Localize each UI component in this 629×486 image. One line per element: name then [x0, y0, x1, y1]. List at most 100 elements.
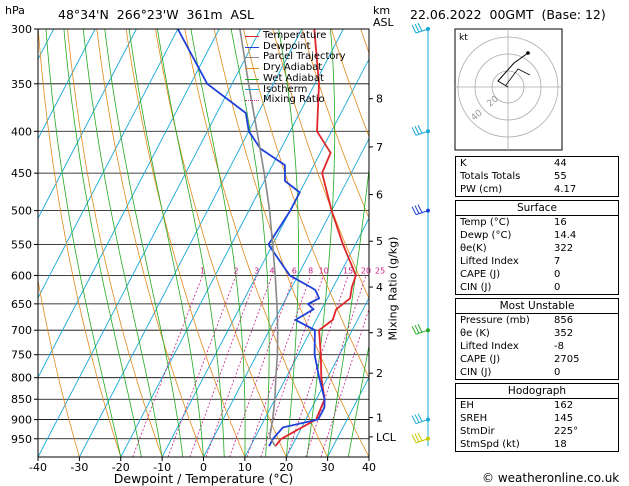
- axes: 1 2 3 4 6 8 10 15 20 2530035040045050055060065070…: [11, 23, 397, 474]
- x-tick-label: 30: [321, 461, 335, 474]
- index-label: Temp (°C): [460, 217, 510, 228]
- wet-adiabat: [327, 165, 369, 457]
- datetime-title: 22.06.2022 00GMT (Base: 12): [410, 7, 606, 22]
- index-label: StmDir: [460, 426, 495, 437]
- mixing-ratio-label: 6: [292, 266, 297, 275]
- p-tick-label: 700: [11, 324, 32, 337]
- index-label: Lifted Index: [460, 341, 519, 352]
- index-label: K: [460, 158, 467, 169]
- series-parcel-trajectory: [239, 29, 279, 447]
- hodograph-trace: [497, 52, 529, 88]
- index-row: K 44: [456, 157, 618, 170]
- index-row: θe (K) 352: [456, 327, 618, 340]
- index-row: EH 162: [456, 398, 618, 412]
- isotherm: [203, 137, 369, 457]
- index-label: Lifted Index: [460, 256, 519, 267]
- index-label: Pressure (mb): [460, 315, 530, 326]
- index-row: StmSpd (kt) 18: [456, 438, 618, 451]
- mixing-ratio-label: 20: [361, 266, 371, 275]
- x-tick-label: 0: [200, 461, 207, 474]
- km-tick-label: 7: [376, 141, 383, 154]
- wet-adiabat: [190, 29, 246, 457]
- isotherm: [161, 58, 369, 457]
- mixing-ratio-line: [246, 275, 312, 457]
- index-row: Temp (°C) 16: [456, 215, 618, 229]
- index-value: 322: [554, 243, 574, 254]
- mixing-ratio-line: [205, 275, 273, 457]
- index-value: 7: [554, 256, 561, 267]
- index-label: CIN (J): [460, 282, 492, 293]
- index-label: EH: [460, 400, 474, 411]
- index-row: CIN (J) 0: [456, 366, 618, 379]
- series-dewpoint: [177, 29, 326, 447]
- x-tick-label: -40: [29, 461, 47, 474]
- x-axis-label: Dewpoint / Temperature (°C): [113, 471, 294, 486]
- mixing-ratio-line: [132, 275, 203, 457]
- wind-barbs: [411, 22, 430, 447]
- wet-adiabat: [306, 29, 336, 457]
- legend-item: Isotherm: [245, 84, 346, 96]
- legend-swatch: [245, 46, 259, 48]
- index-value: 0: [554, 282, 561, 293]
- km-tick-label: 3: [376, 327, 383, 340]
- mixing-ratio-label: 10: [319, 266, 329, 275]
- legend-swatch: [245, 57, 259, 59]
- location-title: 48°34'N 266°23'W 361m ASL: [58, 7, 254, 22]
- index-row: PW (cm) 4.17: [456, 183, 618, 196]
- p-tick-label: 800: [11, 372, 32, 385]
- km-tick-label: 1: [376, 412, 383, 425]
- x-tick-label: 20: [279, 461, 293, 474]
- index-row: Lifted Index 7: [456, 255, 618, 268]
- index-value: 0: [554, 367, 561, 378]
- dry-adiabat: [96, 29, 204, 457]
- wind-barb: [411, 22, 430, 34]
- km-tick-label: 4: [376, 281, 383, 294]
- mixing-ratio-axis-label: Mixing Ratio (g/kg): [386, 236, 400, 341]
- index-value: 2705: [554, 354, 580, 365]
- isotherm: [120, 29, 344, 457]
- index-label: PW (cm): [460, 184, 503, 195]
- p-tick-label: 900: [11, 414, 32, 427]
- wet-adiabat: [45, 29, 122, 457]
- hodograph-unit: kt: [459, 33, 468, 43]
- legend-label: Dry Adiabat: [263, 62, 323, 74]
- isotherm: [327, 376, 369, 457]
- wet-adiabat: [347, 343, 369, 457]
- index-row: StmDir 225°: [456, 425, 618, 438]
- isotherm: [244, 217, 369, 457]
- index-label: Dewp (°C): [460, 230, 512, 241]
- mixing-ratio-line: [320, 307, 369, 457]
- wet-adiabat: [278, 29, 299, 457]
- isotherm: [38, 29, 220, 379]
- isotherm: [38, 29, 137, 220]
- legend-label: Dewpoint: [263, 40, 311, 52]
- p-tick-label: 450: [11, 167, 32, 180]
- index-row: CAPE (J) 2705: [456, 353, 618, 366]
- wind-barb: [411, 204, 430, 216]
- legend-swatch: [245, 78, 259, 80]
- p-tick-label: 550: [11, 238, 32, 251]
- index-row: CIN (J) 0: [456, 281, 618, 294]
- legend: Temperature Dewpoint Parcel Trajectory Dry …: [245, 30, 346, 106]
- index-label: CIN (J): [460, 367, 492, 378]
- km-tick-label: LCL: [376, 431, 397, 444]
- index-value: 44: [554, 158, 567, 169]
- index-row: SREH 145: [456, 412, 618, 425]
- dry-adiabat: [67, 29, 163, 457]
- p-tick-label: 350: [11, 78, 32, 91]
- legend-item: Wet Adiabat: [245, 73, 346, 85]
- footer-credit[interactable]: © weatheronline.co.uk: [482, 471, 620, 485]
- index-label: CAPE (J): [460, 269, 501, 280]
- p-tick-label: 950: [11, 433, 32, 446]
- legend-item: Temperature: [245, 30, 346, 42]
- x-tick-label: 40: [362, 461, 376, 474]
- p-tick-label: 750: [11, 349, 32, 362]
- dry-adiabat: [38, 278, 80, 457]
- index-value: 145: [554, 413, 574, 424]
- index-row: CAPE (J) 0: [456, 268, 618, 281]
- km-tick-label: 6: [376, 189, 383, 202]
- wet-adiabat: [104, 29, 184, 457]
- wind-barb: [411, 125, 430, 136]
